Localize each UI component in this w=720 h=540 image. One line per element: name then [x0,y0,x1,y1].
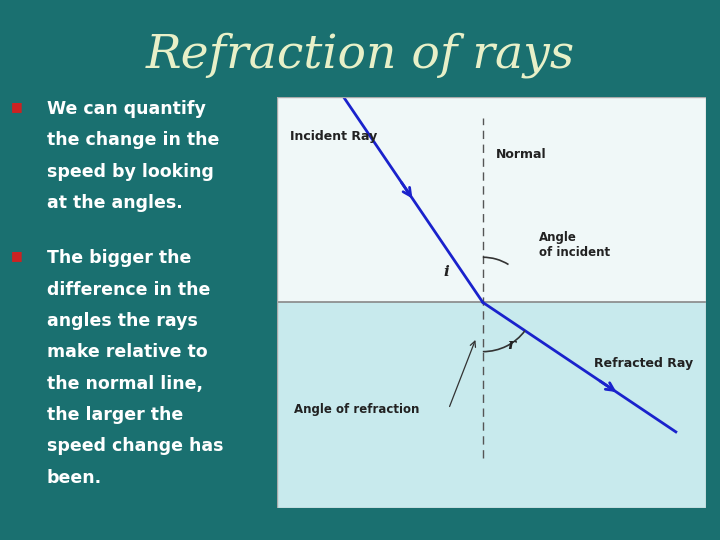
Text: make relative to: make relative to [47,343,207,361]
Text: Refraction of rays: Refraction of rays [145,32,575,78]
Text: Normal: Normal [495,148,546,161]
Text: the larger the: the larger the [47,406,183,424]
Text: the change in the: the change in the [47,131,219,149]
Text: at the angles.: at the angles. [47,194,183,212]
Bar [277,97,706,302]
Text: Angle of refraction: Angle of refraction [294,403,420,416]
Text: i: i [444,265,449,279]
Text: r: r [507,339,515,353]
Text: the normal line,: the normal line, [47,375,203,393]
Text: ■: ■ [11,249,22,262]
Text: difference in the: difference in the [47,281,210,299]
Text: Incident Ray: Incident Ray [290,130,377,143]
Text: Angle
of incident: Angle of incident [539,231,610,259]
Text: The bigger the: The bigger the [47,249,192,267]
Text: ■: ■ [11,100,22,113]
Text: Refracted Ray: Refracted Ray [594,357,693,370]
Bar [277,302,706,508]
Text: angles the rays: angles the rays [47,312,198,330]
Text: speed by looking: speed by looking [47,163,214,180]
Text: been.: been. [47,469,102,487]
Text: We can quantify: We can quantify [47,100,206,118]
Text: speed change has: speed change has [47,437,223,455]
